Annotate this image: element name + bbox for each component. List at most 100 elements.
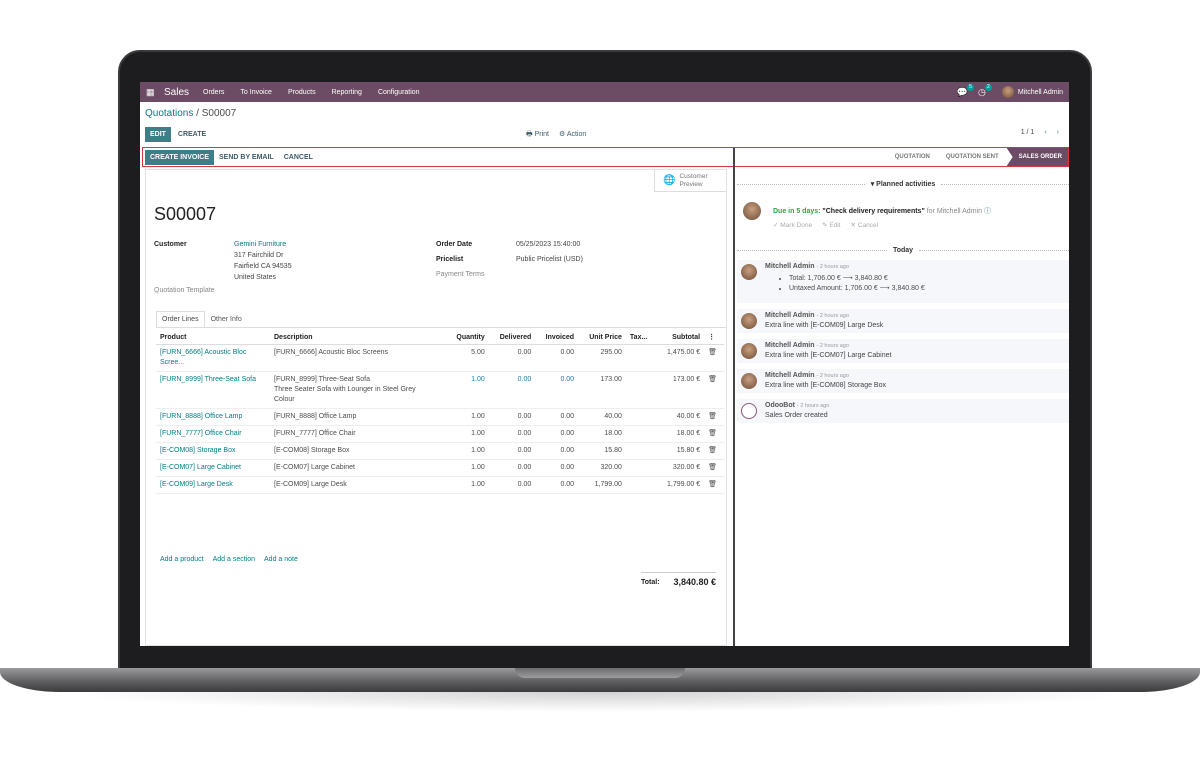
delivered-cell[interactable]: 0.00	[488, 459, 536, 477]
product-cell[interactable]: [E-COM07] Large Cabinet	[156, 459, 270, 477]
breadcrumb-quotations[interactable]: Quotations	[145, 108, 194, 119]
splitter[interactable]	[733, 148, 735, 646]
prev-icon[interactable]: ‹	[1044, 129, 1047, 136]
cancel-button[interactable]: CANCEL	[283, 153, 313, 161]
message-author[interactable]: Mitchell Admin	[765, 263, 815, 270]
table-row[interactable]: [E-COM08] Storage Box [E-COM08] Storage …	[156, 442, 724, 460]
menu-reporting[interactable]: Reporting	[331, 88, 362, 96]
product-cell[interactable]: [FURN_6666] Acoustic Bloc Scree...	[156, 344, 270, 372]
quantity-cell[interactable]: 1.00	[445, 408, 489, 426]
column-options-icon[interactable]: ⋮	[704, 330, 724, 345]
product-cell[interactable]: [FURN_7777] Office Chair	[156, 425, 270, 443]
delivered-cell[interactable]: 0.00	[488, 371, 536, 409]
invoiced-cell[interactable]: 0.00	[535, 408, 579, 426]
table-row[interactable]: [E-COM07] Large Cabinet [E-COM07] Large …	[156, 459, 724, 477]
product-cell[interactable]: [E-COM09] Large Desk	[156, 476, 270, 494]
quantity-cell[interactable]: 1.00	[445, 425, 489, 443]
quantity-cell[interactable]: 5.00	[445, 344, 489, 372]
tax-cell[interactable]	[625, 408, 656, 426]
trash-icon[interactable]: 🗑	[704, 371, 724, 409]
delivered-cell[interactable]: 0.00	[488, 476, 536, 494]
table-row[interactable]: [FURN_8999] Three-Seat Sofa [FURN_8999] …	[156, 371, 724, 409]
description-cell[interactable]: [FURN_7777] Office Chair	[270, 425, 446, 443]
invoiced-cell[interactable]: 0.00	[535, 425, 579, 443]
quantity-cell[interactable]: 1.00	[445, 476, 489, 494]
col-product[interactable]: Product	[156, 330, 270, 345]
send-by-email-button[interactable]: SEND BY EMAIL	[219, 153, 274, 161]
col-unit-price[interactable]: Unit Price	[578, 330, 626, 345]
invoiced-cell[interactable]: 0.00	[535, 459, 579, 477]
create-invoice-button[interactable]: CREATE INVOICE	[145, 149, 214, 165]
description-cell[interactable]: [FURN_8888] Office Lamp	[270, 408, 446, 426]
edit-activity-button[interactable]: ✎ Edit	[822, 222, 841, 229]
tab-order-lines[interactable]: Order Lines	[156, 311, 205, 327]
product-cell[interactable]: [FURN_8999] Three-Seat Sofa	[156, 371, 270, 409]
invoiced-cell[interactable]: 0.00	[535, 371, 579, 409]
tax-cell[interactable]	[625, 344, 656, 372]
description-cell[interactable]: [E-COM07] Large Cabinet	[270, 459, 446, 477]
col-description[interactable]: Description	[270, 330, 446, 345]
trash-icon[interactable]: 🗑	[704, 459, 724, 477]
menu-to-invoice[interactable]: To Invoice	[240, 88, 272, 96]
menu-configuration[interactable]: Configuration	[377, 88, 420, 96]
info-icon[interactable]: ⓘ	[983, 208, 991, 215]
action-button[interactable]: ⚙ Action	[558, 131, 587, 138]
table-row[interactable]: [FURN_8888] Office Lamp [FURN_8888] Offi…	[156, 408, 724, 426]
edit-button[interactable]: EDIT	[145, 127, 171, 142]
trash-icon[interactable]: 🗑	[704, 425, 724, 443]
menu-products[interactable]: Products	[287, 88, 316, 96]
unit-price-cell[interactable]: 173.00	[578, 371, 626, 409]
user-menu[interactable]: Mitchell Admin	[1001, 86, 1063, 98]
delivered-cell[interactable]: 0.00	[488, 425, 536, 443]
tax-cell[interactable]	[625, 476, 656, 494]
description-cell[interactable]: [E-COM08] Storage Box	[270, 442, 446, 460]
unit-price-cell[interactable]: 295.00	[578, 344, 626, 372]
menu-orders[interactable]: Orders	[203, 88, 225, 96]
tax-cell[interactable]	[625, 442, 656, 460]
add-note-link[interactable]: Add a note	[264, 556, 298, 563]
tax-cell[interactable]	[625, 371, 656, 409]
delivered-cell[interactable]: 0.00	[488, 442, 536, 460]
apps-grid-icon[interactable]: ▦	[146, 86, 155, 97]
description-cell[interactable]: [FURN_6666] Acoustic Bloc Screens	[270, 344, 446, 372]
add-section-link[interactable]: Add a section	[212, 556, 256, 563]
message-author[interactable]: Mitchell Admin	[765, 342, 815, 349]
trash-icon[interactable]: 🗑	[704, 442, 724, 460]
message-author[interactable]: OdooBot	[765, 402, 795, 409]
col-tax[interactable]: Tax...	[625, 330, 656, 345]
cancel-activity-button[interactable]: ✕ Cancel	[850, 222, 879, 229]
product-cell[interactable]: [E-COM08] Storage Box	[156, 442, 270, 460]
unit-price-cell[interactable]: 18.00	[578, 425, 626, 443]
unit-price-cell[interactable]: 15.80	[578, 442, 626, 460]
tax-cell[interactable]	[625, 425, 656, 443]
message-author[interactable]: Mitchell Admin	[765, 312, 815, 319]
stage-sales-order[interactable]: SALES ORDER	[1006, 148, 1068, 166]
trash-icon[interactable]: 🗑	[704, 476, 724, 494]
invoiced-cell[interactable]: 0.00	[535, 476, 579, 494]
message-author[interactable]: Mitchell Admin	[765, 372, 815, 379]
activities-icon[interactable]: ◷ 2	[978, 83, 992, 98]
tax-cell[interactable]	[625, 459, 656, 477]
invoiced-cell[interactable]: 0.00	[535, 442, 579, 460]
trash-icon[interactable]: 🗑	[704, 408, 724, 426]
mark-done-button[interactable]: ✓ Mark Done	[773, 222, 813, 229]
delivered-cell[interactable]: 0.00	[488, 408, 536, 426]
messages-icon[interactable]: 💬 5	[957, 83, 974, 98]
create-button[interactable]: CREATE	[177, 131, 207, 138]
quantity-cell[interactable]: 1.00	[445, 442, 489, 460]
table-row[interactable]: [E-COM09] Large Desk [E-COM09] Large Des…	[156, 476, 724, 494]
print-button[interactable]: 🖶 Print	[526, 131, 549, 138]
col-delivered[interactable]: Delivered	[488, 330, 536, 345]
product-cell[interactable]: [FURN_8888] Office Lamp	[156, 408, 270, 426]
trash-icon[interactable]: 🗑	[704, 344, 724, 372]
stage-quotation[interactable]: QUOTATION	[894, 154, 930, 160]
customer-preview-button[interactable]: 🌐 Customer Preview	[654, 170, 726, 192]
table-row[interactable]: [FURN_7777] Office Chair [FURN_7777] Off…	[156, 425, 724, 443]
delivered-cell[interactable]: 0.00	[488, 344, 536, 372]
unit-price-cell[interactable]: 40.00	[578, 408, 626, 426]
description-cell[interactable]: [E-COM09] Large Desk	[270, 476, 446, 494]
stage-quotation-sent[interactable]: QUOTATION SENT	[945, 154, 999, 160]
col-quantity[interactable]: Quantity	[445, 330, 489, 345]
tab-other-info[interactable]: Other Info	[204, 311, 248, 327]
unit-price-cell[interactable]: 1,799.00	[578, 476, 626, 494]
